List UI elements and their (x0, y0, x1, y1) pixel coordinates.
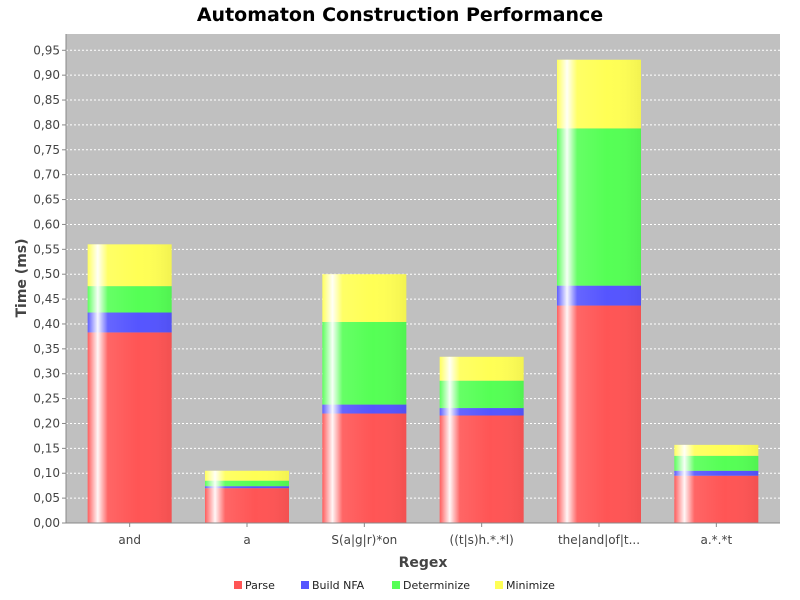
y-tick-label: 0,65 (33, 193, 60, 207)
y-tick-label: 0,15 (33, 441, 60, 455)
y-tick-labels: 0,00 0,05 0,10 0,15 0,20 0,25 0,30 0,35 0,40 0,45… (33, 43, 66, 530)
y-tick-label: 0,35 (33, 342, 60, 356)
legend-item: Parse (234, 579, 275, 592)
bar-highlight (322, 274, 407, 523)
y-tick-label: 0,25 (33, 392, 60, 406)
bar-highlight (557, 59, 641, 523)
legend-swatch (392, 581, 400, 589)
y-tick-label: 0,90 (33, 68, 60, 82)
y-tick-label: 0,50 (33, 267, 60, 281)
y-tick-label: 0,00 (33, 516, 60, 530)
x-tick-label: ((t|s)h.*.*l) (450, 533, 514, 547)
y-tick-label: 0,40 (33, 317, 60, 331)
y-tick-label: 0,45 (33, 292, 60, 306)
x-tick-label: a.*.*t (700, 533, 732, 547)
y-tick-label: 0,20 (33, 416, 60, 430)
y-tick-label: 0,80 (33, 118, 60, 132)
legend-item: Determinize (392, 579, 470, 592)
legend-label: Parse (245, 579, 275, 592)
legend-item: Minimize (495, 579, 555, 592)
legend: Parse Build NFA Determinize Minimize (234, 579, 555, 592)
bar-stack (87, 244, 172, 523)
bar-highlight (674, 444, 759, 523)
x-axis-title: Regex (399, 555, 448, 571)
bar-stack (205, 470, 289, 523)
y-tick-label: 0,75 (33, 143, 60, 157)
bar-highlight (87, 244, 172, 523)
y-tick-label: 0,95 (33, 43, 60, 57)
legend-swatch (234, 581, 242, 589)
y-tick-label: 0,60 (33, 217, 60, 231)
chart-title: Automaton Construction Performance (197, 4, 603, 26)
x-tick-label: and (118, 533, 141, 547)
bar-stack (674, 444, 759, 523)
legend-label: Build NFA (312, 579, 365, 592)
bar-highlight (439, 356, 524, 523)
plot-area (66, 34, 780, 523)
y-tick-label: 0,85 (33, 93, 60, 107)
legend-swatch (495, 581, 503, 589)
x-tick-labels: and a S(a|g|r)*on ((t|s)h.*.*l) the|and|of|t… (118, 523, 732, 547)
legend-label: Determinize (403, 579, 470, 592)
y-tick-label: 0,30 (33, 367, 60, 381)
y-tick-label: 0,10 (33, 466, 60, 480)
legend-swatch (301, 581, 309, 589)
bar-highlight (205, 470, 289, 523)
bar-stack (322, 274, 407, 523)
axes (65, 34, 780, 524)
bar-stack (557, 59, 641, 523)
gridlines (66, 49, 780, 499)
bars (87, 59, 759, 523)
legend-label: Minimize (506, 579, 555, 592)
x-tick-label: the|and|of|t... (558, 533, 640, 547)
x-tick-label: S(a|g|r)*on (331, 533, 397, 547)
bar-stack (439, 356, 524, 523)
x-tick-label: a (243, 533, 250, 547)
y-tick-label: 0,70 (33, 168, 60, 182)
legend-item: Build NFA (301, 579, 365, 592)
y-tick-label: 0,55 (33, 242, 60, 256)
y-tick-label: 0,05 (33, 491, 60, 505)
y-axis-title: Time (ms) (14, 238, 30, 317)
